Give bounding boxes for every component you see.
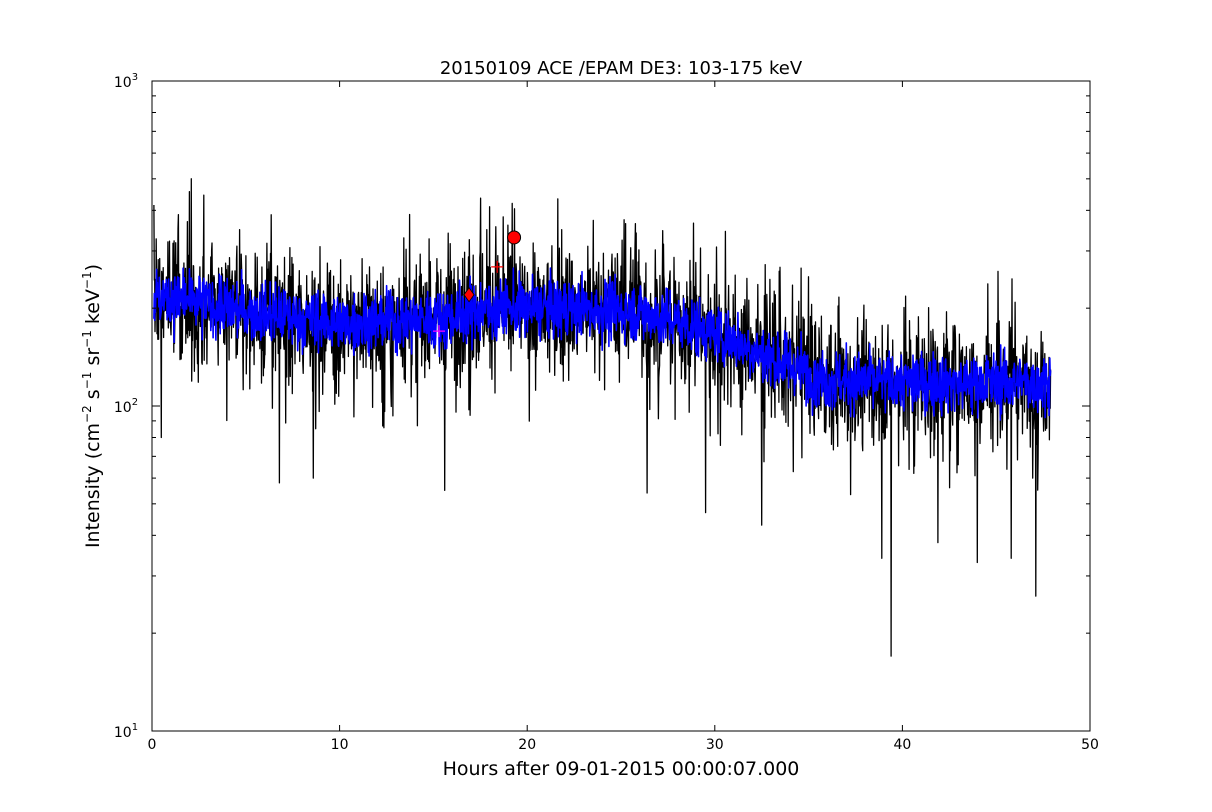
series-line-smoothed [153,267,1052,421]
y-axis-label-prefix: Intensity (cm [82,423,104,548]
y-axis-label-sr: sr [82,348,104,372]
y-axis-label-exp3: −1 [80,330,94,348]
y-axis-label: Intensity (cm−2 s−1 sr−1 keV−1) [80,264,104,548]
series-layer [153,178,1052,657]
chart-title: 20150109 ACE /EPAM DE3: 103-175 keV [440,58,803,79]
x-tick-label: 20 [518,737,536,753]
x-tick-label: 0 [148,737,157,753]
y-axis-label-exp1: −2 [80,405,94,423]
marker-diamond [463,287,475,303]
tick-layer: 0 10 20 30 40 50 101 102 103 [114,72,1099,753]
x-tick-label: 10 [331,737,349,753]
y-axis-label-s: s [82,389,104,405]
y-tick-label: 103 [114,72,138,91]
marker-layer [433,230,522,338]
y-axis-label-suffix: ) [82,264,104,271]
x-tick-label: 50 [1081,737,1099,753]
x-tick-label: 40 [893,737,911,753]
marker-plus [433,325,446,338]
x-axis-label: Hours after 09-01-2015 00:00:07.000 [443,758,800,780]
x-tick-label: 30 [706,737,724,753]
marker-circle [507,230,522,245]
y-axis-label-exp4: −1 [80,271,94,289]
y-tick-label: 101 [114,722,138,741]
y-axis-label-kev: keV [82,289,104,330]
y-axis-label-exp2: −1 [80,372,94,390]
y-tick-label: 102 [114,397,138,416]
plot-frame [151,80,1091,732]
marker-plus [491,260,504,273]
